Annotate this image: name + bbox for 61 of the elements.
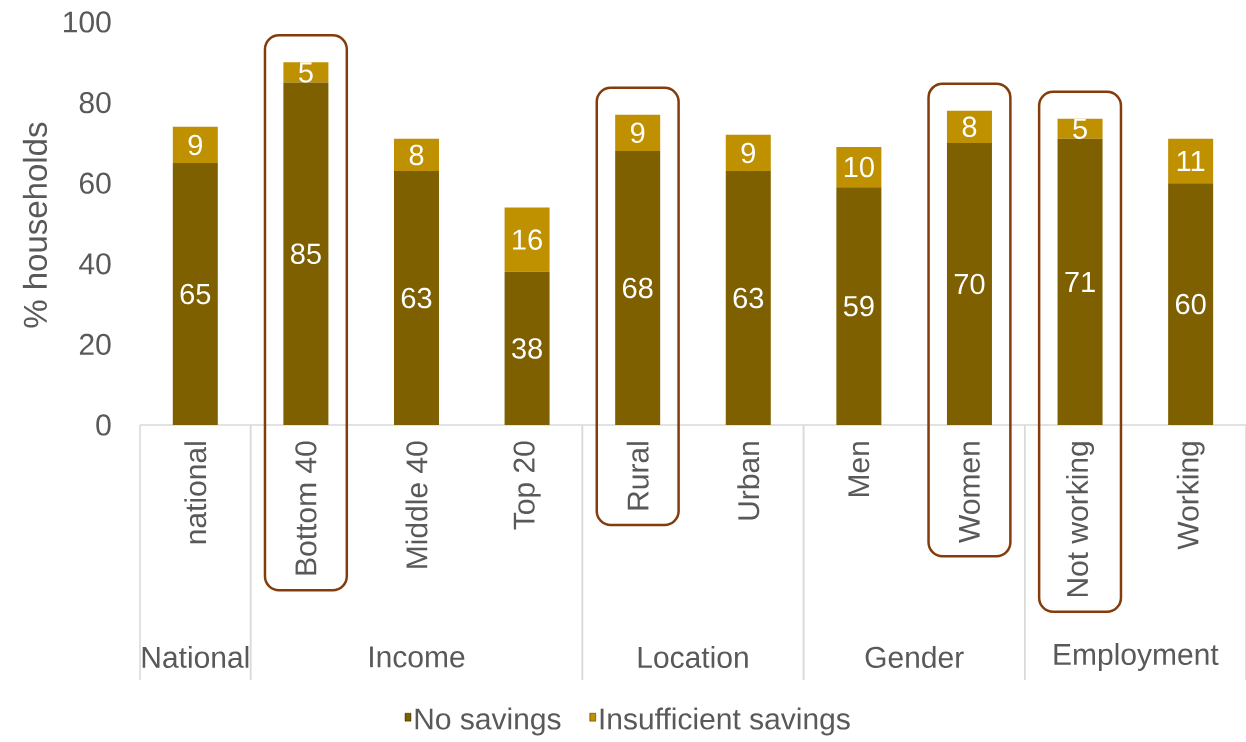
bar xyxy=(1168,183,1214,425)
bar xyxy=(393,171,439,425)
x-tick-label: Working xyxy=(1176,442,1205,550)
data-label: 9 xyxy=(188,134,202,156)
bar xyxy=(504,271,550,425)
bar xyxy=(725,171,771,425)
x-tick-label: Bottom 40 xyxy=(295,441,317,575)
data-label: 63 xyxy=(733,287,764,309)
data-label: 10 xyxy=(844,156,874,178)
x-tick-label: Men xyxy=(848,442,870,497)
bar xyxy=(1168,138,1214,184)
legend-label: Insufficient savings xyxy=(600,707,850,736)
data-label: 8 xyxy=(962,116,977,138)
bar xyxy=(725,134,771,172)
data-label: 59 xyxy=(843,295,874,317)
bar xyxy=(172,163,218,425)
legend-label: No savings xyxy=(415,707,561,736)
bar xyxy=(946,110,992,143)
data-label: 70 xyxy=(954,273,985,295)
data-label: 85 xyxy=(291,243,321,264)
data-label: 9 xyxy=(630,122,645,144)
bar xyxy=(504,207,550,272)
bar xyxy=(615,150,661,425)
x-tick-label: national xyxy=(184,442,207,544)
y-tick-label: 40 xyxy=(79,253,111,275)
x-tick-label: Top 20 xyxy=(513,441,541,530)
x-tick-label: Women xyxy=(958,442,980,543)
text: Income xyxy=(370,646,465,668)
y-tick-label: 20 xyxy=(79,333,111,356)
bar xyxy=(615,114,661,151)
data-label: 38 xyxy=(512,338,542,359)
data-label: 5 xyxy=(298,62,313,83)
x-tick-label: Middle 40 xyxy=(405,441,428,568)
y-tick-label: 0 xyxy=(96,414,111,436)
text: National xyxy=(142,645,249,669)
x-tick-label: Not working xyxy=(1066,442,1095,597)
bar xyxy=(946,142,992,425)
data-label: 16 xyxy=(513,229,542,250)
data-label: 11 xyxy=(1177,151,1205,171)
data-label: 60 xyxy=(1175,293,1206,315)
data-label: 9 xyxy=(741,142,755,164)
bar xyxy=(393,138,439,172)
bar xyxy=(1057,138,1103,425)
bar xyxy=(172,126,218,164)
x-tick-label: Rural xyxy=(626,442,649,510)
text: Employment xyxy=(1054,643,1219,671)
x-tick-label: Urban xyxy=(737,442,760,520)
data-label: 8 xyxy=(409,144,424,166)
bar xyxy=(836,187,882,425)
data-label: 65 xyxy=(180,283,211,305)
data-label: 63 xyxy=(401,287,432,309)
text: Gender xyxy=(865,645,964,669)
data-label: 68 xyxy=(623,277,653,299)
data-label: 71 xyxy=(1065,271,1095,292)
data-label: 5 xyxy=(1073,118,1087,139)
y-tick-label: 100 xyxy=(64,11,111,33)
y-tick-label: 60 xyxy=(79,172,111,194)
y-axis-title: % households xyxy=(22,122,48,328)
text: Location xyxy=(638,645,748,669)
y-tick-label: 80 xyxy=(79,91,111,114)
bar xyxy=(283,82,329,425)
